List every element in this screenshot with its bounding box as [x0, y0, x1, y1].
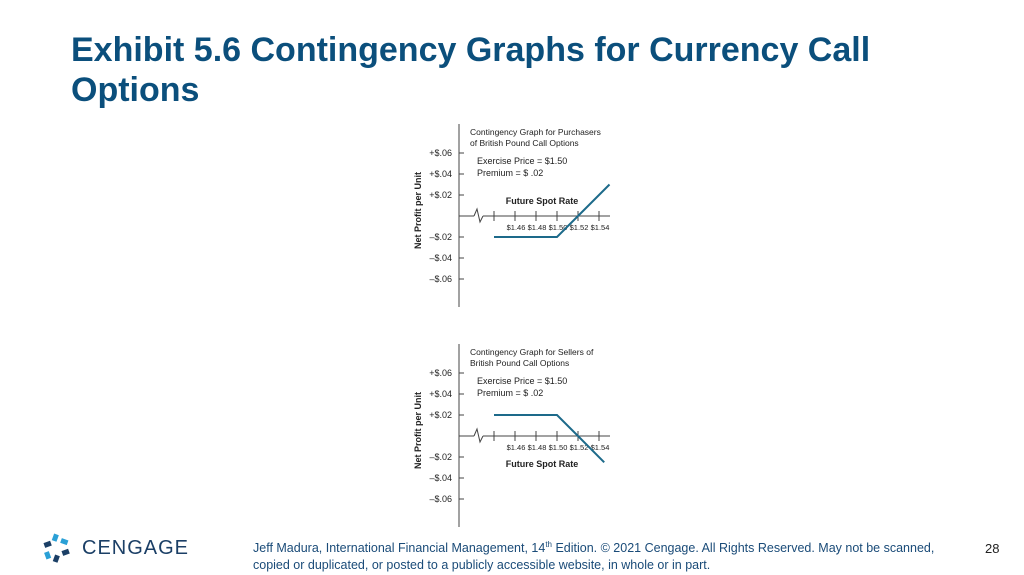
logo-text: CENGAGE	[82, 536, 190, 559]
chart1-y-tick-label: +$.04	[429, 169, 452, 179]
chart1-x-tick-label: $1.50	[549, 223, 568, 232]
chart2-parameter-label: Exercise Price = $1.50	[477, 376, 567, 386]
chart1-parameter-label: Exercise Price = $1.50	[477, 156, 567, 166]
chart2-x-axis-label: Future Spot Rate	[506, 459, 579, 469]
chart1-chart-title: of British Pound Call Options	[470, 138, 579, 148]
chart2-chart-title: Contingency Graph for Sellers of	[470, 347, 594, 357]
chart2-x-tick-label: $1.48	[528, 443, 547, 452]
chart2-x-tick-label: $1.46	[507, 443, 526, 452]
chart2-parameter-label: Premium = $ .02	[477, 388, 543, 398]
chart1-x-axis-label: Future Spot Rate	[506, 196, 579, 206]
chart2-y-tick-label: +$.04	[429, 389, 452, 399]
footer-copyright: Jeff Madura, International Financial Man…	[253, 536, 963, 574]
chart1-y-tick-label: –$.06	[429, 274, 452, 284]
chart2-chart-title: British Pound Call Options	[470, 358, 569, 368]
chart2-x-tick-label: $1.50	[549, 443, 568, 452]
chart1-payoff-line	[494, 183, 611, 238]
cengage-logo-icon	[43, 533, 70, 563]
chart2-y-tick-label: +$.06	[429, 368, 452, 378]
chart2-axis-break	[473, 427, 484, 444]
chart2-y-axis-label: Net Profit per Unit	[413, 392, 423, 469]
cengage-logo: CENGAGE	[40, 533, 189, 563]
chart1-y-tick-label: –$.04	[429, 253, 452, 263]
chart1-y-axis-label: Net Profit per Unit	[413, 172, 423, 249]
chart1-y-tick-label: –$.02	[429, 232, 452, 242]
chart1-y-tick-label: +$.02	[429, 190, 452, 200]
chart2-y-tick-label: –$.02	[429, 452, 452, 462]
chart1-y-tick-label: +$.06	[429, 148, 452, 158]
footer-suffix: Edition. © 2021 Cengage. All Rights Rese…	[253, 541, 935, 573]
chart1-x-tick-label: $1.54	[591, 223, 610, 232]
page-number: 28	[985, 541, 1000, 556]
chart1-x-tick-label: $1.52	[570, 223, 589, 232]
chart2-y-tick-label: +$.02	[429, 410, 452, 420]
chart2-y-tick-label: –$.06	[429, 494, 452, 504]
chart2-x-tick-label: $1.54	[591, 443, 610, 452]
footer-prefix: Jeff Madura, International Financial Man…	[253, 541, 546, 556]
chart2-x-tick-label: $1.52	[570, 443, 589, 452]
chart2-y-tick-label: –$.04	[429, 473, 452, 483]
chart1-parameter-label: Premium = $ .02	[477, 168, 543, 178]
chart2-payoff-line	[494, 414, 605, 464]
chart1-axis-break	[473, 207, 484, 224]
chart1-x-tick-label: $1.48	[528, 223, 547, 232]
chart1-x-tick-label: $1.46	[507, 223, 526, 232]
footer-superscript: th	[545, 540, 552, 549]
slide-title: Exhibit 5.6 Contingency Graphs for Curre…	[71, 31, 871, 109]
chart1-chart-title: Contingency Graph for Purchasers	[470, 127, 601, 137]
